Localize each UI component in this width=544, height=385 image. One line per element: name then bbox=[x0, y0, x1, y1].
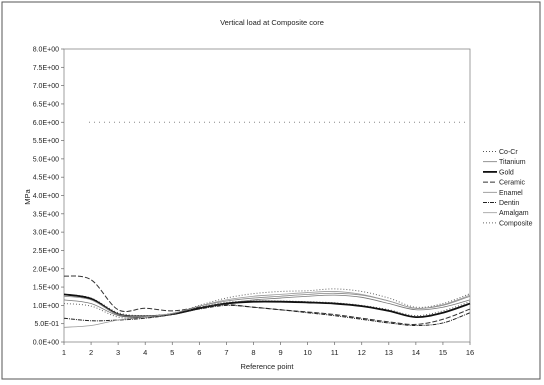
series-line-titanium bbox=[63, 294, 471, 318]
x-tick-label: 7 bbox=[224, 348, 228, 357]
x-tick-label: 10 bbox=[303, 348, 311, 357]
legend-label-amalgam: Amalgam bbox=[499, 210, 529, 217]
x-tick-label: 12 bbox=[358, 348, 366, 357]
x-tick-label: 8 bbox=[251, 348, 255, 357]
legend-label-ceramic: Ceramic bbox=[499, 180, 526, 187]
x-tick-label: 14 bbox=[412, 348, 420, 357]
y-tick-label: 0.0E+00 bbox=[33, 340, 59, 347]
y-tick-label: 7.0E+00 bbox=[33, 83, 59, 90]
legend-label-gold: Gold bbox=[499, 169, 514, 176]
x-tick-label: 1 bbox=[62, 348, 66, 357]
x-tick-label: 11 bbox=[331, 348, 339, 357]
chart-border bbox=[1, 1, 541, 380]
y-tick-label: 2.5E+00 bbox=[33, 248, 59, 255]
y-tick-label: 2.0E+00 bbox=[33, 266, 59, 273]
x-tick-label: 13 bbox=[385, 348, 393, 357]
y-tick-label: 5.0E-01 bbox=[34, 321, 59, 328]
x-tick-label: 15 bbox=[439, 348, 447, 357]
y-tick-label: 3.5E+00 bbox=[33, 211, 59, 218]
y-tick-label: 6.5E+00 bbox=[33, 101, 59, 108]
legend-label-co-cr: Co-Cr bbox=[499, 149, 518, 156]
legend-label-dentin: Dentin bbox=[499, 200, 519, 207]
y-tick-label: 4.0E+00 bbox=[33, 193, 59, 200]
y-tick-label: 6.0E+00 bbox=[33, 120, 59, 127]
x-tick-label: 5 bbox=[170, 348, 174, 357]
series-line-amalgam bbox=[63, 290, 471, 328]
legend-label-titanium: Titanium bbox=[499, 159, 526, 166]
y-tick-label: 8.0E+00 bbox=[33, 47, 59, 54]
x-axis-label: Reference point bbox=[241, 362, 295, 371]
x-tick-label: 6 bbox=[197, 348, 201, 357]
y-tick-label: 4.5E+00 bbox=[33, 175, 59, 182]
legend-label-composite: Composite bbox=[499, 220, 533, 227]
x-tick-label: 4 bbox=[143, 348, 147, 357]
y-tick-label: 1.0E+00 bbox=[33, 303, 59, 310]
x-tick-label: 9 bbox=[278, 348, 282, 357]
y-tick-label: 5.0E+00 bbox=[33, 156, 59, 163]
x-tick-label: 3 bbox=[116, 348, 120, 357]
y-tick-label: 1.5E+00 bbox=[33, 285, 59, 292]
y-axis-label: MPa bbox=[23, 188, 32, 204]
y-tick-label: 3.0E+00 bbox=[33, 230, 59, 237]
y-tick-label: 7.5E+00 bbox=[33, 65, 59, 72]
y-tick-label: 5.5E+00 bbox=[33, 138, 59, 145]
x-tick-label: 16 bbox=[466, 348, 474, 357]
legend-label-enamel: Enamel bbox=[499, 190, 523, 197]
x-tick-label: 2 bbox=[89, 348, 93, 357]
chart-title: Vertical load at Composite core bbox=[220, 18, 324, 27]
series-line-dentin bbox=[63, 304, 471, 327]
series-line-composite bbox=[63, 288, 471, 319]
